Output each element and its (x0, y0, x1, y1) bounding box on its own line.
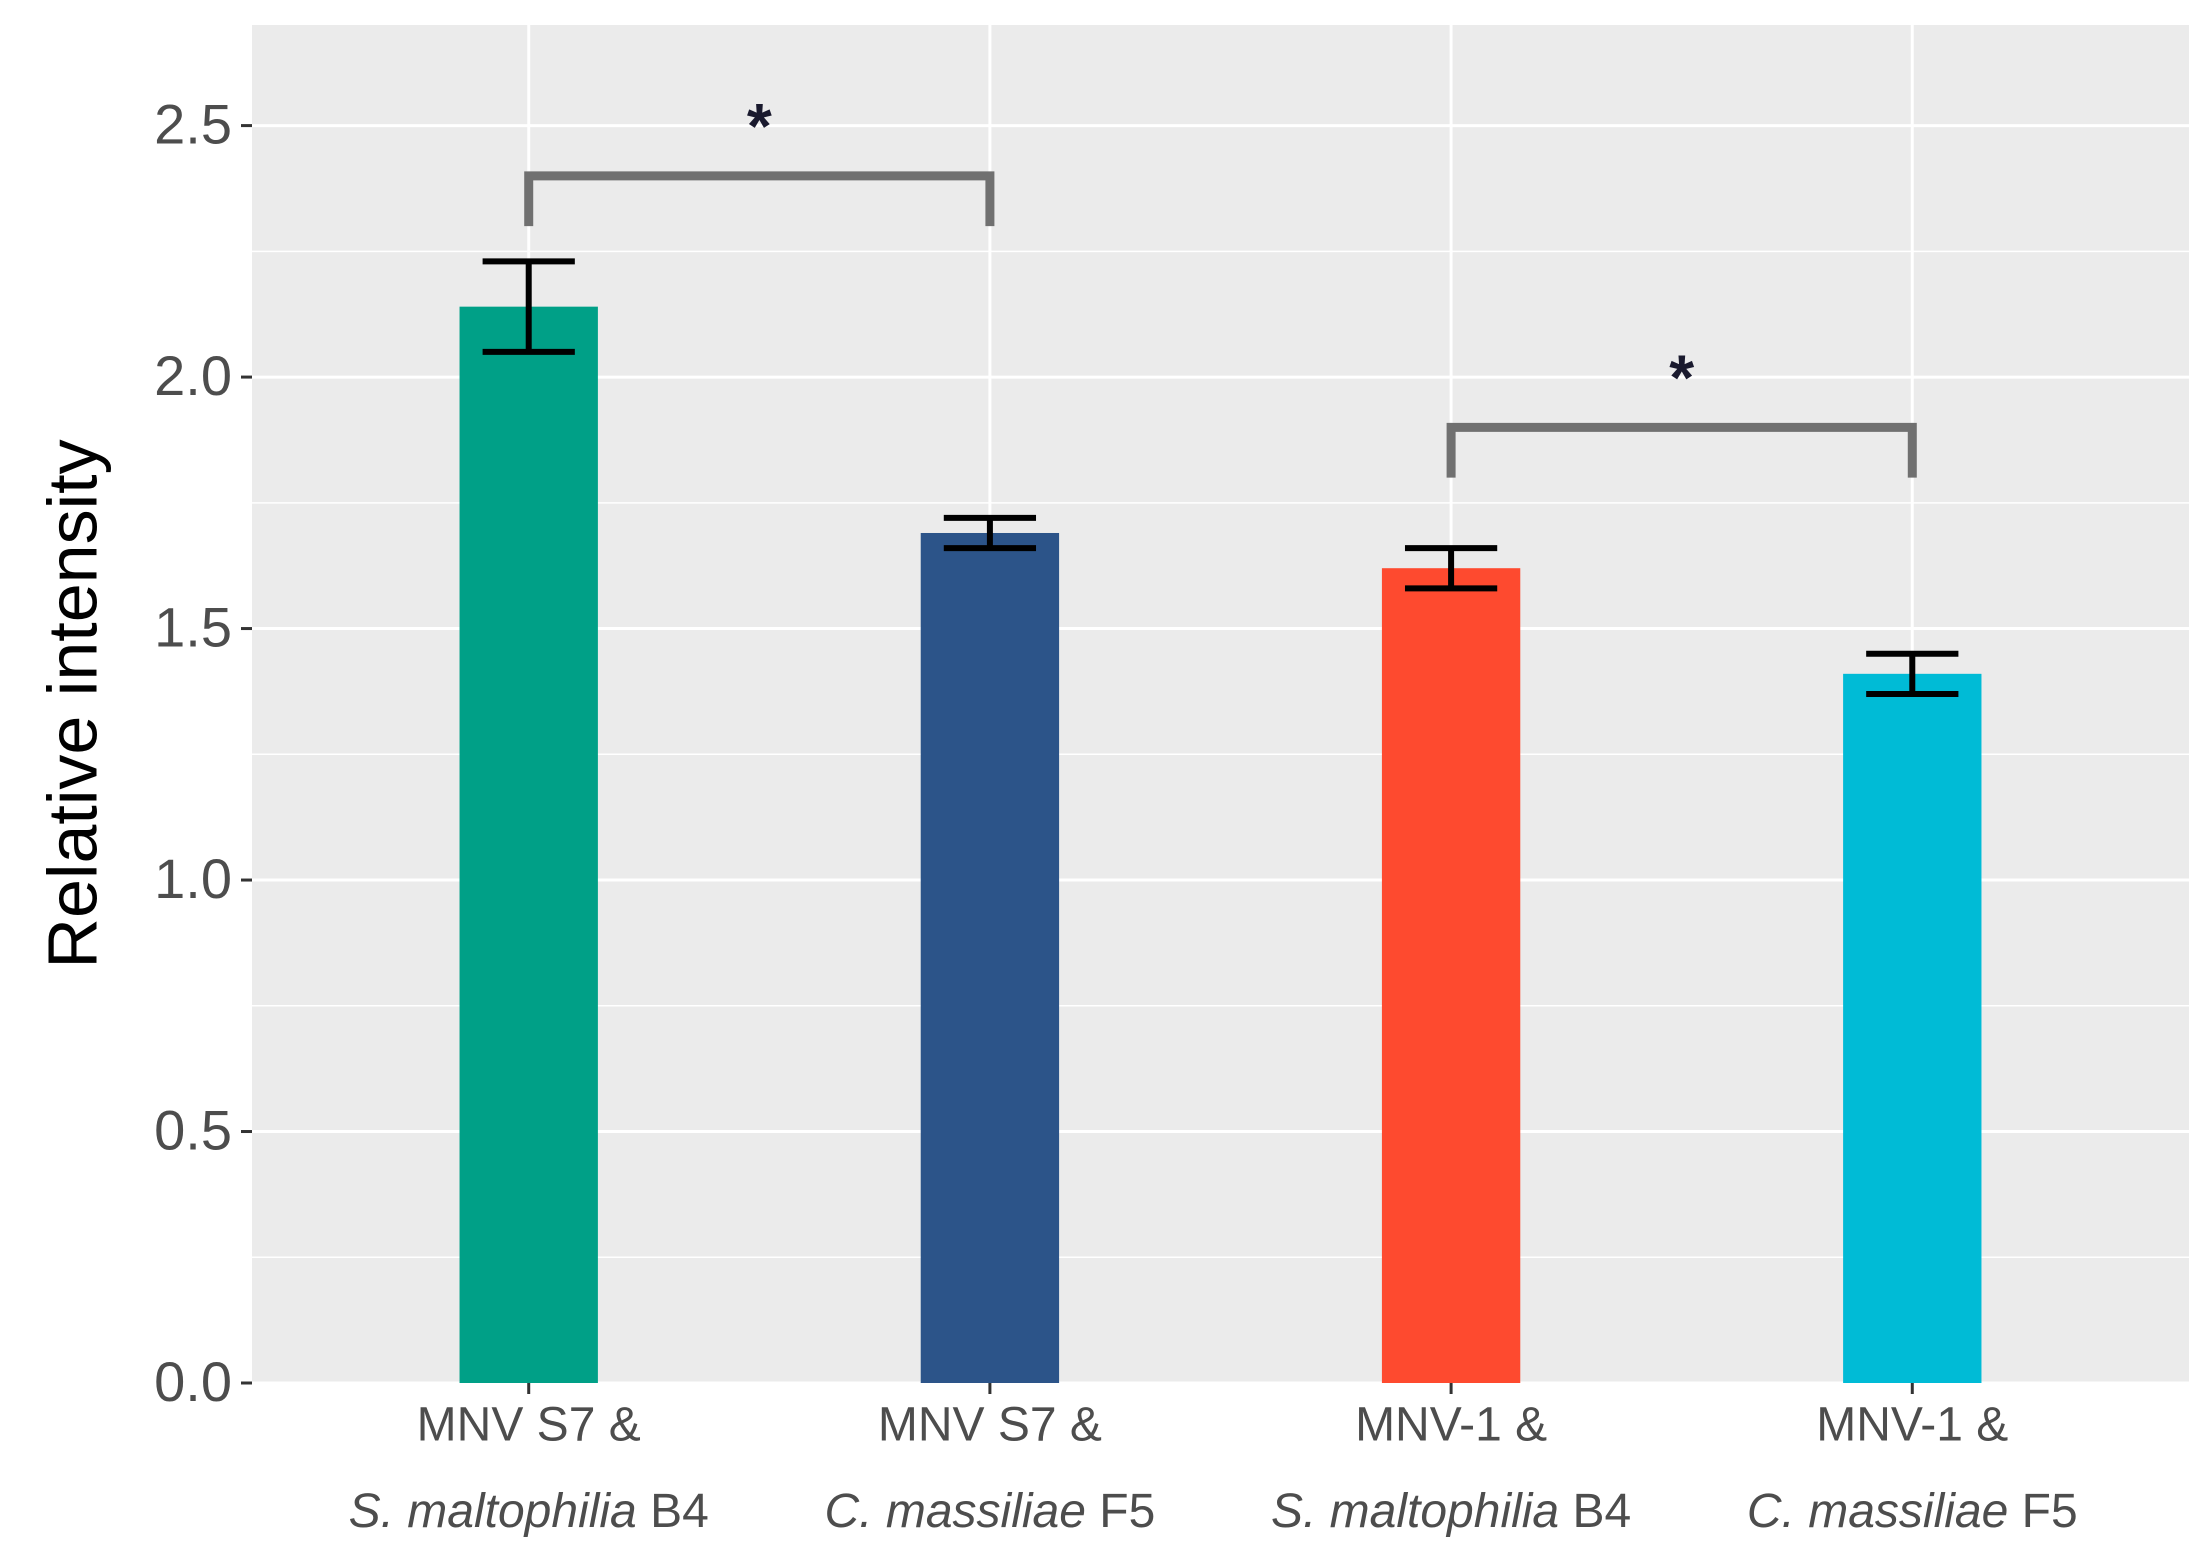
error-bar (1404, 545, 1498, 592)
strain-name: B4 (650, 1485, 709, 1538)
species-name: C. massiliae (1747, 1485, 2008, 1538)
bar (459, 306, 598, 1383)
significance-bracket (524, 171, 995, 227)
error-bar (943, 514, 1037, 552)
x-tick-label: C. massiliae F5 (1747, 1485, 2078, 1538)
x-tick-label: MNV-1 & (1816, 1399, 2008, 1452)
bar (1381, 568, 1521, 1383)
x-tick-label: MNV S7 & (417, 1399, 641, 1452)
bar (920, 532, 1060, 1383)
x-tick-label: MNV S7 & (878, 1399, 1102, 1452)
species-name: C. massiliae (825, 1485, 1086, 1538)
significance-label: * (1669, 341, 1694, 413)
significance-label: * (747, 90, 772, 162)
y-tick-label: 1.5 (154, 595, 232, 658)
strain-name: F5 (2022, 1485, 2078, 1538)
x-tick-label: S. maltophilia B4 (1271, 1485, 1631, 1538)
y-axis-label: Relative intensity (33, 439, 111, 968)
species-name: S. maltophilia (1271, 1485, 1559, 1538)
y-tick-label: 2.0 (154, 344, 232, 407)
error-bar (482, 258, 575, 355)
y-tick-label: 0.0 (154, 1350, 232, 1413)
x-tick-label: C. massiliae F5 (825, 1485, 1156, 1538)
strain-name: B4 (1572, 1485, 1631, 1538)
species-name: S. maltophilia (349, 1485, 637, 1538)
y-tick-label: 0.5 (154, 1098, 232, 1161)
y-tick-label: 1.0 (154, 847, 232, 910)
error-bar (1866, 650, 1959, 697)
significance-bracket (1446, 422, 1917, 478)
x-tick-label: MNV-1 & (1355, 1399, 1547, 1452)
bar (1843, 673, 1982, 1383)
y-tick-label: 2.5 (154, 92, 232, 155)
x-tick-label: S. maltophilia B4 (349, 1485, 709, 1538)
strain-name: F5 (1099, 1485, 1155, 1538)
